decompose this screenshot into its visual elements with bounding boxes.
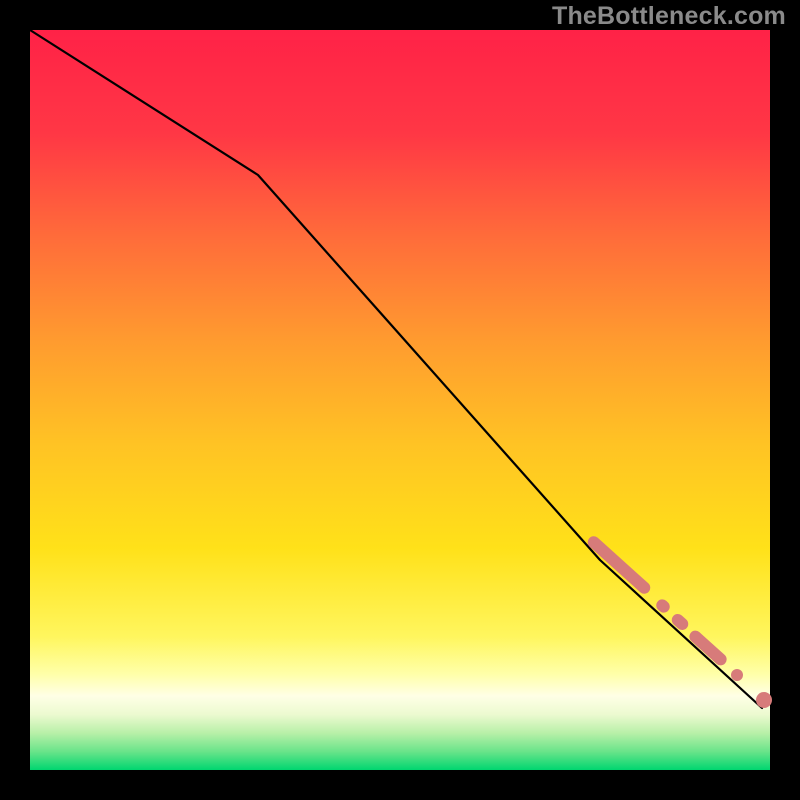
plot-background <box>30 30 770 770</box>
chart-frame: { "watermark": { "text": "TheBottleneck.… <box>0 0 800 800</box>
watermark-text: TheBottleneck.com <box>552 2 786 31</box>
marker-point <box>756 692 772 708</box>
marker-point <box>731 669 743 681</box>
bottleneck-chart <box>0 0 800 800</box>
